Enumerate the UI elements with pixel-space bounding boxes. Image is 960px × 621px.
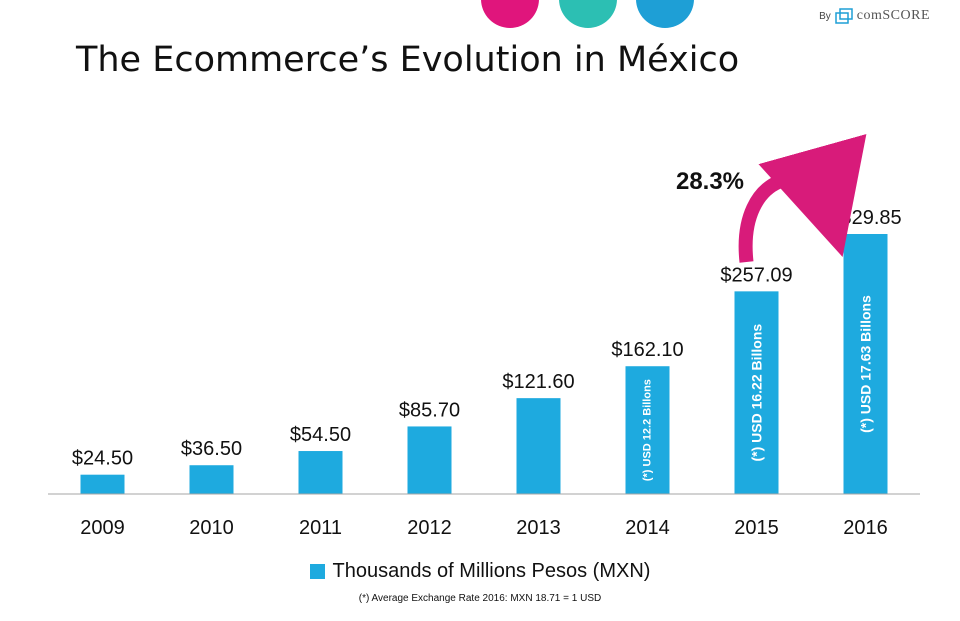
bar-2012 [407, 426, 452, 494]
bar-2014 [625, 366, 670, 494]
usd-label-2015: (*) USD 16.22 Billons [749, 324, 765, 462]
value-label-2014: $162.10 [611, 339, 683, 361]
x-tick-2011: 2011 [299, 517, 342, 539]
bar-2011 [298, 451, 343, 494]
legend-swatch [309, 564, 325, 579]
comscore-logo-icon [835, 8, 853, 24]
value-label-2013: $121.60 [502, 371, 574, 393]
x-tick-2016: 2016 [843, 517, 888, 539]
x-tick-2015: 2015 [734, 517, 779, 539]
bar-2013 [516, 398, 561, 494]
branding-name: comSCORE [856, 8, 930, 23]
value-label-2009: $24.50 [72, 448, 133, 470]
bar-2009 [80, 474, 125, 494]
value-label-2015: $257.09 [720, 264, 792, 286]
page-title: The Ecommerce’s Evolution in México [76, 40, 740, 80]
usd-label-2014: (*) USD 12.2 Billons [642, 379, 654, 481]
x-tick-2012: 2012 [407, 517, 452, 539]
bar-2015 [734, 291, 779, 494]
usd-label-2016: (*) USD 17.63 Billons [858, 295, 874, 433]
footnote: (*) Average Exchange Rate 2016: MXN 18.7… [358, 593, 602, 604]
value-label-2010: $36.50 [181, 438, 242, 460]
bar-2016 [843, 234, 888, 494]
growth-annotation: 28.3% [676, 168, 744, 195]
comscore-branding: By comSCORE [819, 8, 930, 24]
x-tick-2013: 2013 [516, 517, 561, 539]
value-label-2011: $54.50 [290, 424, 351, 446]
chart-legend: Thousands of Millions Pesos (MXN) [0, 560, 960, 583]
x-tick-2010: 2010 [189, 517, 234, 539]
value-label-2016: $329.85 [829, 207, 901, 229]
bar-2010 [189, 465, 234, 494]
x-tick-2009: 2009 [80, 517, 125, 539]
value-label-2012: $85.70 [399, 399, 460, 421]
growth-arrow [738, 133, 867, 263]
legend-label: Thousands of Millions Pesos (MXN) [332, 560, 651, 582]
branding-by-text: By [819, 10, 831, 22]
x-tick-2014: 2014 [625, 517, 670, 539]
